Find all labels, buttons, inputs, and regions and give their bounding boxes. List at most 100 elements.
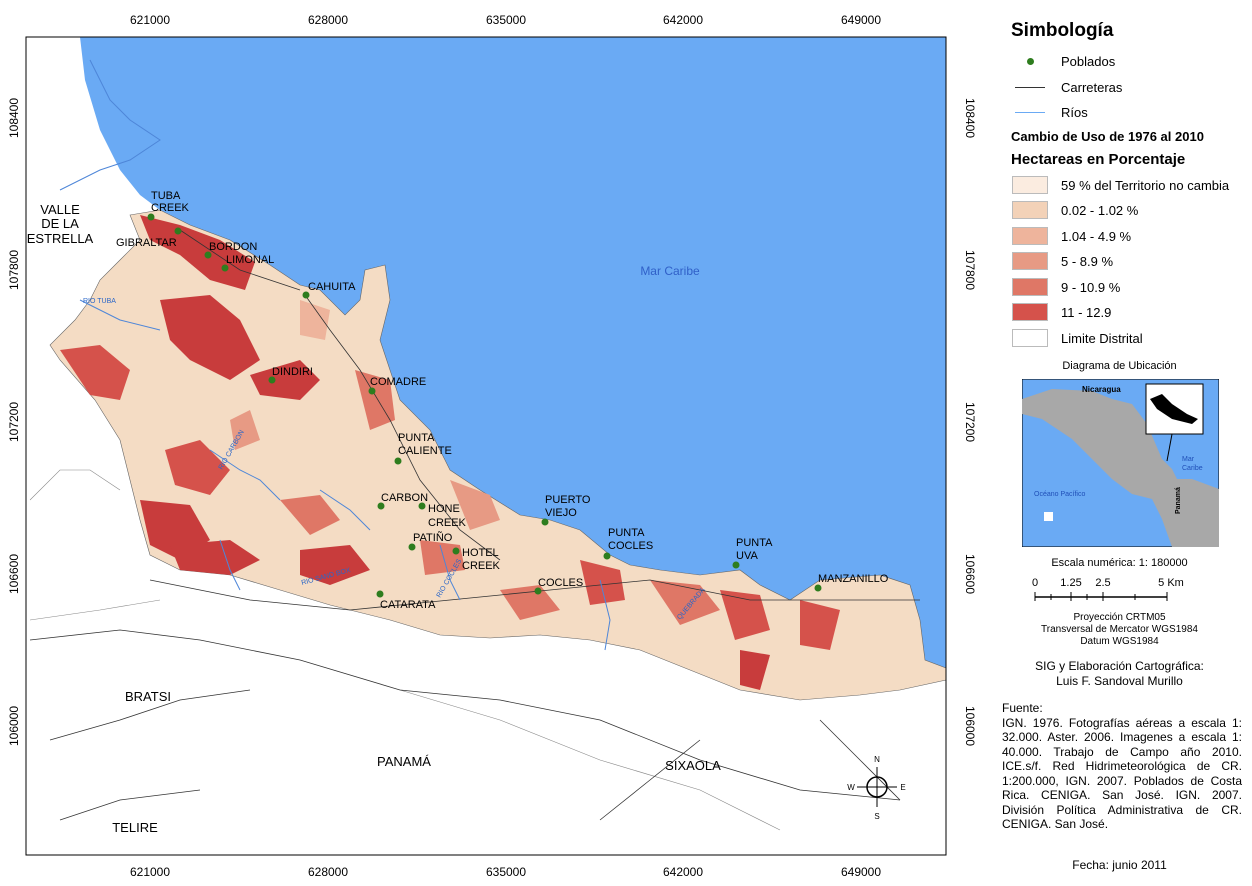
place-label: PUNTA <box>736 537 773 549</box>
place-label: CAHUITA <box>308 281 356 293</box>
place-label: CREEK <box>428 517 467 529</box>
map-date: Fecha: junio 2011 <box>1072 858 1167 872</box>
legend-item-villages: Poblados <box>1011 50 1115 72</box>
projection-2: Transversal de Mercator WGS1984 <box>1041 624 1198 635</box>
swatch-icon <box>1012 278 1048 296</box>
location-inset: Nicaragua Panamá Mar Caribe Océano Pacíf… <box>1022 379 1219 547</box>
place-label: COCLES <box>538 577 583 589</box>
scale-tick-label: 5 Km <box>1158 577 1184 589</box>
swatch-icon <box>1012 201 1048 219</box>
unit-title: Hectareas en Porcentaje <box>1011 151 1186 168</box>
place-label: BORDON <box>209 241 257 253</box>
inset-mar: Mar <box>1182 456 1195 463</box>
x-ticks-top: 621000 628000 635000 642000 649000 <box>130 13 881 27</box>
y-tick-label: 108400 <box>7 98 21 138</box>
scale-tick-label: 1.25 <box>1060 577 1081 589</box>
river-label: RIO TUBA <box>83 298 116 305</box>
legend-class-label: 1.04 - 4.9 % <box>1061 228 1132 244</box>
place-label: VIEJO <box>545 507 577 519</box>
place-label: HONE <box>428 503 460 515</box>
credits-1: SIG y Elaboración Cartográfica: <box>1035 659 1204 673</box>
place-label: CATARATA <box>380 599 436 611</box>
legend-item-rivers: Ríos <box>1011 101 1088 123</box>
swatch-icon <box>1012 329 1048 347</box>
place-label: COCLES <box>608 540 653 552</box>
study-area <box>49 209 947 701</box>
y-tick-label: 106600 <box>7 554 21 594</box>
legend-item-label: Carreteras <box>1061 79 1123 95</box>
inset-pacifico: Océano Pacífico <box>1034 491 1085 498</box>
legend-class-label: 5 - 8.9 % <box>1061 253 1114 269</box>
legend-class: 1.04 - 4.9 % <box>1011 225 1131 247</box>
inset-caribe: Caribe <box>1182 465 1203 472</box>
compass-n: N <box>874 755 880 764</box>
legend-class-label: 9 - 10.9 % <box>1061 279 1121 295</box>
change-patches <box>60 215 840 690</box>
y-tick-label: 108400 <box>963 98 977 138</box>
place-label: UVA <box>736 550 758 562</box>
source-text: IGN. 1976. Fotografías aéreas a escala 1… <box>1002 715 1242 832</box>
legend-class: 59 % del Territorio no cambia <box>1011 174 1229 196</box>
projection-1: Proyección CRTM05 <box>1073 612 1166 623</box>
legend-class: 0.02 - 1.02 % <box>1011 199 1138 221</box>
compass-s: S <box>874 812 879 821</box>
place-label: HOTEL <box>462 547 499 559</box>
compass-w: W <box>847 783 855 792</box>
x-tick-label: 649000 <box>841 865 881 879</box>
place-label: COMADRE <box>370 376 426 388</box>
region-label: TELIRE <box>112 820 158 835</box>
place-label: LIMONAL <box>226 254 274 266</box>
legend-item-roads: Carreteras <box>1011 76 1122 98</box>
inset-panama: Panamá <box>1175 487 1182 514</box>
y-tick-label: 106000 <box>963 706 977 746</box>
x-tick-label: 642000 <box>663 13 703 27</box>
region-label: BRATSI <box>125 689 171 704</box>
scale-tick-label: 0 <box>1032 577 1038 589</box>
x-tick-label: 649000 <box>841 13 881 27</box>
source-block: Fuente: IGN. 1976. Fotografías aéreas a … <box>1002 701 1242 832</box>
inset-nicaragua: Nicaragua <box>1082 385 1121 394</box>
district-boundaries <box>29 469 781 831</box>
projection-3: Datum WGS1984 <box>1080 636 1159 647</box>
legend-class-label: 0.02 - 1.02 % <box>1061 202 1139 218</box>
place-label: DINDIRI <box>272 366 313 378</box>
y-tick-label: 106600 <box>963 554 977 594</box>
legend-class-label: Limite Distrital <box>1061 330 1143 346</box>
legend-class: 11 - 12.9 <box>1011 301 1111 323</box>
region-label: PANAMÁ <box>377 754 431 769</box>
green-dot-icon <box>1026 57 1034 65</box>
x-tick-label: 628000 <box>308 13 348 27</box>
source-title: Fuente: <box>1002 701 1043 715</box>
place-label: TUBA <box>151 190 181 202</box>
x-tick-label: 621000 <box>130 865 170 879</box>
black-line-icon <box>1015 86 1045 88</box>
villages <box>147 213 822 598</box>
y-tick-label: 107800 <box>7 250 21 290</box>
y-tick-label: 107800 <box>963 250 977 290</box>
region-label: VALLE <box>40 202 80 217</box>
scale-bar: 0 1.25 2.5 5 Km <box>1032 577 1184 601</box>
sea-label: Mar Caribe <box>640 264 700 278</box>
y-tick-label: 107200 <box>963 402 977 442</box>
sea-area <box>80 37 946 668</box>
place-label: MANZANILLO <box>818 573 889 585</box>
compass-e: E <box>900 783 905 792</box>
map-canvas[interactable]: 621000 628000 635000 642000 649000 62100… <box>0 0 986 886</box>
place-label: CREEK <box>151 202 190 214</box>
legend-class-label: 11 - 12.9 <box>1061 304 1112 320</box>
region-labels: VALLE DE LA ESTRELLA BRATSI PANAMÁ SIXAO… <box>27 202 721 835</box>
place-labels: TUBA CREEK GIBRALTAR BORDON LIMONAL CAHU… <box>116 190 889 611</box>
place-label: GIBRALTAR <box>116 237 177 249</box>
place-label: PATIÑO <box>413 531 453 544</box>
swatch-icon <box>1012 227 1048 245</box>
legend-class: 5 - 8.9 % <box>1011 250 1113 272</box>
blue-line-icon <box>1015 111 1045 113</box>
roads <box>29 229 920 821</box>
swatch-icon <box>1012 176 1048 194</box>
place-label: PUERTO <box>545 494 591 506</box>
credits-2: Luis F. Sandoval Murillo <box>1056 674 1183 688</box>
map-frame: 621000 628000 635000 642000 649000 62100… <box>0 0 986 886</box>
rivers <box>59 59 611 651</box>
x-tick-label: 642000 <box>663 865 703 879</box>
legend-item-label: Ríos <box>1061 104 1088 120</box>
